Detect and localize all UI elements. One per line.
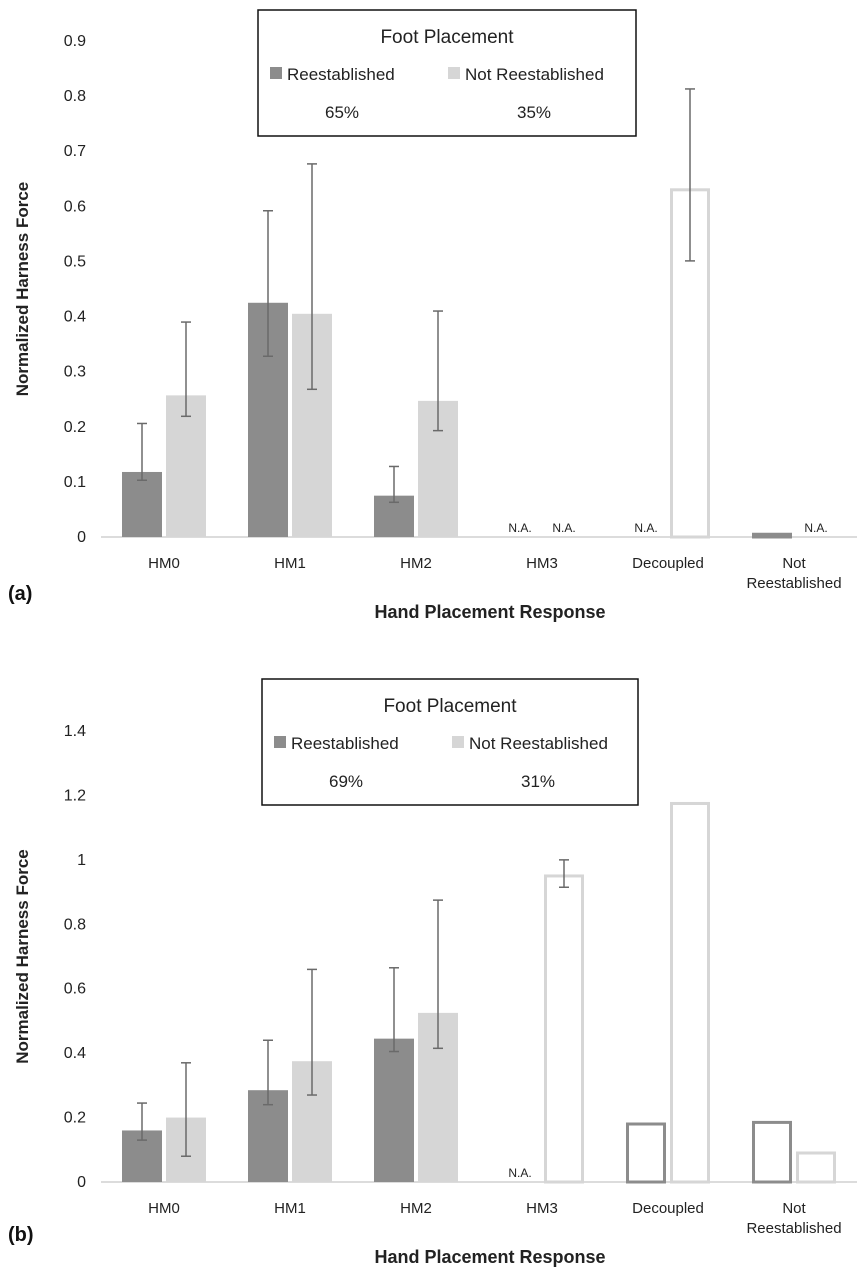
na-label-a: N.A.: [804, 521, 827, 535]
legend-a: Foot Placement Reestablished 65% Not Reesta…: [257, 9, 637, 137]
error-bar-a-0-0: [137, 422, 147, 481]
error-bar-a-1-4: [685, 88, 695, 262]
x-axis-title-b: Hand Placement Response: [374, 1247, 605, 1267]
legend-swatch-1: [452, 736, 464, 748]
x-category-label-a: HM3: [526, 555, 558, 572]
x-category-label-b: HM3: [526, 1200, 558, 1217]
x-axis-title-a: Hand Placement Response: [374, 602, 605, 622]
y-tick-label-b: 1.4: [64, 723, 86, 740]
error-bar-b-1-0: [181, 1062, 191, 1157]
error-bar-a-0-2: [389, 465, 399, 504]
x-category-label-a: Not Reestablished: [746, 555, 841, 592]
y-tick-label-b: 0.6: [64, 981, 86, 998]
bar-b-not-reestablished-4: [670, 801, 710, 1184]
bar-a-reestablished-0: [122, 471, 162, 537]
na-label-a: N.A.: [552, 521, 575, 535]
bar-a-not-reestablished-0: [166, 395, 206, 537]
y-tick-label-b: 1: [77, 852, 86, 869]
error-bar-b-1-2: [433, 899, 443, 1050]
legend-entry-label-0: Reestablished: [287, 65, 395, 84]
error-bar-a-0-1: [263, 209, 273, 357]
error-bar-b-0-0: [137, 1102, 147, 1141]
chart-b-svg: 0 0.2 0.4 0.6 0.8 1 1.2 1.4 N.A. HM0 HM1 HM2 HM3 Deco…: [8, 678, 857, 1267]
y-tick-label-a: 0: [77, 529, 86, 546]
legend-b: Foot Placement Reestablished 69% Not Reesta…: [261, 678, 639, 806]
panel-label-b: (b): [8, 1224, 34, 1246]
x-category-label-a: Decoupled: [632, 555, 704, 572]
legend-percent-1: 31%: [521, 772, 555, 791]
y-tick-label-a: 0.4: [64, 309, 86, 326]
chart-panel-b: 0 0.2 0.4 0.6 0.8 1 1.2 1.4 N.A. HM0 HM1 HM2 HM3 Deco…: [0, 641, 861, 1282]
legend-percent-0: 65%: [325, 103, 359, 122]
y-axis-title-b: Normalized Harness Force: [13, 849, 32, 1063]
legend-box: [257, 9, 637, 137]
bar-a-reestablished-5: [752, 532, 792, 539]
error-bar-b-1-3: [559, 859, 569, 888]
x-category-label-b: Not Reestablished: [746, 1200, 841, 1237]
x-category-label-b: HM1: [274, 1200, 306, 1217]
y-tick-label-b: 0.8: [64, 916, 86, 933]
y-tick-label-a: 0.3: [64, 364, 86, 381]
chart-a-svg: 0 0.1 0.2 0.3 0.4 0.5 0.6 0.7 0.8 0.9 N.A. N.A. N.A.…: [8, 9, 857, 622]
na-label-b: N.A.: [508, 1166, 531, 1180]
y-tick-label-b: 0.4: [64, 1045, 86, 1062]
y-tick-label-b: 1.2: [64, 787, 86, 804]
legend-swatch-1: [448, 67, 460, 79]
bar-b-not-reestablished-3: [544, 874, 584, 1184]
y-tick-label-a: 0.5: [64, 253, 86, 270]
error-bar-b-1-1: [307, 968, 317, 1096]
bar-b-not-reestablished-5: [796, 1151, 836, 1184]
y-tick-label-a: 0.8: [64, 88, 86, 105]
y-tick-label-a: 0.2: [64, 419, 86, 436]
legend-entry-label-1: Not Reestablished: [469, 734, 608, 753]
y-tick-label-b: 0: [77, 1174, 86, 1191]
y-tick-label-a: 0.6: [64, 198, 86, 215]
x-category-label-a: HM1: [274, 555, 306, 572]
legend-title: Foot Placement: [383, 696, 517, 717]
x-category-label-b: Decoupled: [632, 1200, 704, 1217]
x-category-label-b: HM0: [148, 1200, 180, 1217]
error-bar-a-1-1: [307, 163, 317, 391]
na-label-a: N.A.: [508, 521, 531, 535]
error-bar-b-0-1: [263, 1039, 273, 1106]
legend-swatch-0: [274, 736, 286, 748]
legend-title: Foot Placement: [380, 27, 514, 48]
bar-b-reestablished-5: [752, 1120, 792, 1184]
error-bar-b-0-2: [389, 967, 399, 1053]
error-bar-a-1-2: [433, 310, 443, 432]
bar-b-reestablished-2: [374, 1038, 414, 1182]
y-tick-label-b: 0.2: [64, 1110, 86, 1127]
legend-entry-label-1: Not Reestablished: [465, 65, 604, 84]
legend-box: [261, 678, 639, 806]
x-category-label-a: HM0: [148, 555, 180, 572]
x-category-label-b: HM2: [400, 1200, 432, 1217]
x-category-label-a: HM2: [400, 555, 432, 572]
legend-entry-label-0: Reestablished: [291, 734, 399, 753]
legend-swatch-0: [270, 67, 282, 79]
y-tick-label-a: 0.7: [64, 143, 86, 160]
y-tick-label-a: 0.1: [64, 474, 86, 491]
y-axis-title-a: Normalized Harness Force: [13, 182, 32, 396]
na-label-a: N.A.: [634, 521, 657, 535]
panel-label-a: (a): [8, 583, 32, 605]
error-bar-a-1-0: [181, 321, 191, 418]
chart-panel-a: 0 0.1 0.2 0.3 0.4 0.5 0.6 0.7 0.8 0.9 N.A. N.A. N.A.…: [8, 9, 857, 622]
y-tick-label-a: 0.9: [64, 33, 86, 50]
bar-b-reestablished-4: [626, 1122, 666, 1184]
legend-percent-1: 35%: [517, 103, 551, 122]
legend-percent-0: 69%: [329, 772, 363, 791]
bar-b-reestablished-1: [248, 1090, 288, 1182]
